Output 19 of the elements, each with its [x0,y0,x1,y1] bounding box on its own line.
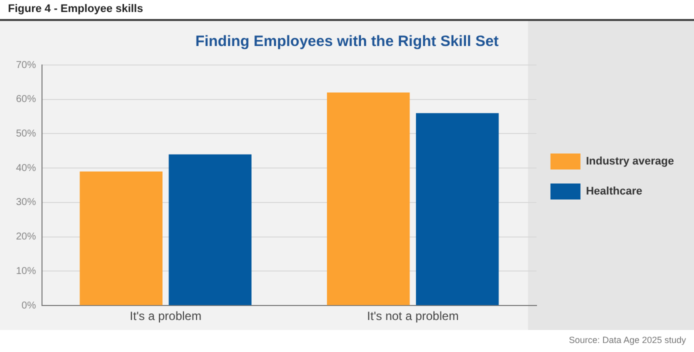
y-tick-label: 60% [16,94,36,106]
source-note: Source: Data Age 2025 study [568,335,686,345]
legend-label: Healthcare [586,186,642,198]
chart-subtitle: Figure 4 - Employee skills [8,3,144,15]
bar [80,172,163,306]
y-tick-label: 30% [16,197,36,208]
y-tick-label: 70% [16,60,36,71]
x-tick-label: It's not a problem [367,309,459,324]
y-tick-label: 50% [16,128,36,140]
y-tick-label: 10% [16,266,36,277]
bar [416,113,499,306]
x-tick-label: It's a problem [130,309,202,324]
y-tick-label: 40% [16,162,36,174]
bar [326,92,410,306]
y-tick-label: 20% [16,232,36,243]
chart-title: Finding Employees with the Right Skill Set [195,33,499,50]
bar [168,154,252,306]
y-tick-label: 0% [22,300,36,312]
legend-label: Industry average [586,156,674,168]
